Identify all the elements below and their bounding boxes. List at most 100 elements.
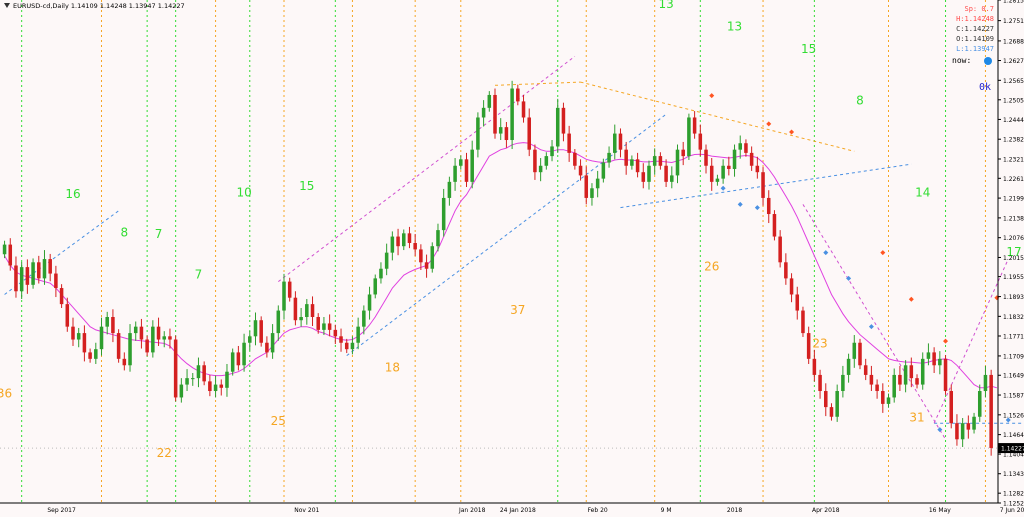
candle (892, 374, 896, 398)
candle (265, 342, 269, 353)
candle (590, 188, 594, 198)
x-tick-label: Jan 2018 (458, 507, 486, 514)
y-tick-label: 1.18935 (1003, 294, 1024, 301)
candle (852, 342, 857, 359)
candle (898, 374, 902, 385)
candle (202, 365, 206, 382)
candle (510, 88, 514, 141)
candle (111, 317, 115, 334)
count-label: 13 (727, 20, 742, 34)
y-tick-label: 1.21380 (1003, 215, 1024, 222)
candle (242, 342, 246, 366)
candle (339, 336, 343, 343)
candle (818, 374, 822, 392)
close-value: C:1.14227 (956, 25, 994, 33)
trend-line (620, 163, 912, 209)
candle (938, 358, 942, 366)
x-tick-label: Feb 20 (588, 507, 608, 514)
buy-marker (846, 275, 852, 281)
count-label: 15 (299, 179, 314, 193)
x-tick-label: 2018 (727, 507, 742, 514)
candle (168, 336, 172, 340)
candle (498, 127, 503, 134)
candle (761, 172, 765, 198)
count-label: 17 (1006, 245, 1021, 259)
count-label: 37 (510, 303, 525, 317)
candle (441, 197, 446, 231)
candle (630, 159, 634, 166)
sell-marker (789, 129, 795, 135)
candle (248, 336, 252, 343)
candle (721, 165, 725, 179)
trend-lines (4, 55, 1024, 440)
candle (618, 133, 623, 150)
candle (333, 329, 338, 337)
candle (31, 262, 35, 285)
candle (624, 149, 628, 166)
candle (635, 159, 640, 173)
candle (396, 236, 400, 247)
open-value: O:1.14109 (956, 35, 994, 43)
symbol-info: EURUSD-cd,Daily 1.14109 1.14248 1.13947 … (4, 2, 185, 10)
count-label: 18 (385, 361, 400, 375)
candle (493, 94, 497, 134)
candle (943, 358, 948, 392)
candle (196, 365, 201, 379)
candle (829, 407, 834, 417)
candle (139, 326, 144, 340)
dropdown-triangle-icon[interactable] (4, 3, 10, 8)
y-tick-label: 1.24440 (1003, 117, 1024, 124)
candle (841, 374, 845, 392)
candle (778, 236, 782, 263)
candle (601, 162, 606, 179)
count-label: 8 (856, 94, 864, 108)
sell-marker (766, 121, 772, 127)
candle (567, 133, 571, 153)
candle (299, 317, 303, 321)
buy-marker (937, 427, 943, 433)
candle (607, 152, 611, 163)
candle (504, 127, 509, 141)
candle (327, 323, 332, 330)
candle (487, 94, 492, 108)
y-tick-label: 1.18320 (1003, 314, 1024, 321)
buy-marker (1005, 417, 1011, 423)
candle (156, 326, 161, 340)
high-value: H:1.14248 (956, 15, 994, 23)
y-tick-label: 1.15875 (1003, 393, 1024, 400)
candle (322, 323, 326, 330)
candles (2, 80, 993, 456)
time-axis: Sep 2017 Nov 201 Jan 2018 24 Jan 2018 Feb 20… (0, 502, 1024, 514)
candle (538, 165, 543, 173)
candle (367, 294, 372, 311)
candle (436, 230, 440, 247)
candle (8, 244, 13, 266)
candle (99, 326, 104, 350)
candle (881, 391, 885, 404)
cycle-lines (0, 0, 998, 503)
y-tick-label: 1.23210 (1003, 156, 1024, 163)
candle (225, 371, 229, 388)
count-label: 26 (704, 259, 719, 273)
y-tick-label: 1.27510 (1003, 18, 1024, 25)
candle (116, 333, 121, 359)
candle (253, 320, 258, 337)
buy-marker (754, 205, 760, 211)
candle (447, 181, 452, 198)
signal-markers (709, 93, 1011, 433)
candle (658, 156, 663, 166)
candle (282, 281, 286, 311)
sell-marker (994, 295, 1000, 301)
candle (533, 149, 537, 173)
candle (727, 165, 731, 169)
candle (698, 133, 703, 150)
x-tick-label: 24 Jan 2018 (500, 507, 536, 514)
candle (236, 352, 241, 366)
count-label: 23 (812, 337, 827, 351)
candle (151, 326, 155, 353)
candle (932, 352, 936, 366)
symbol-label: EURUSD-cd,Daily (13, 2, 69, 10)
